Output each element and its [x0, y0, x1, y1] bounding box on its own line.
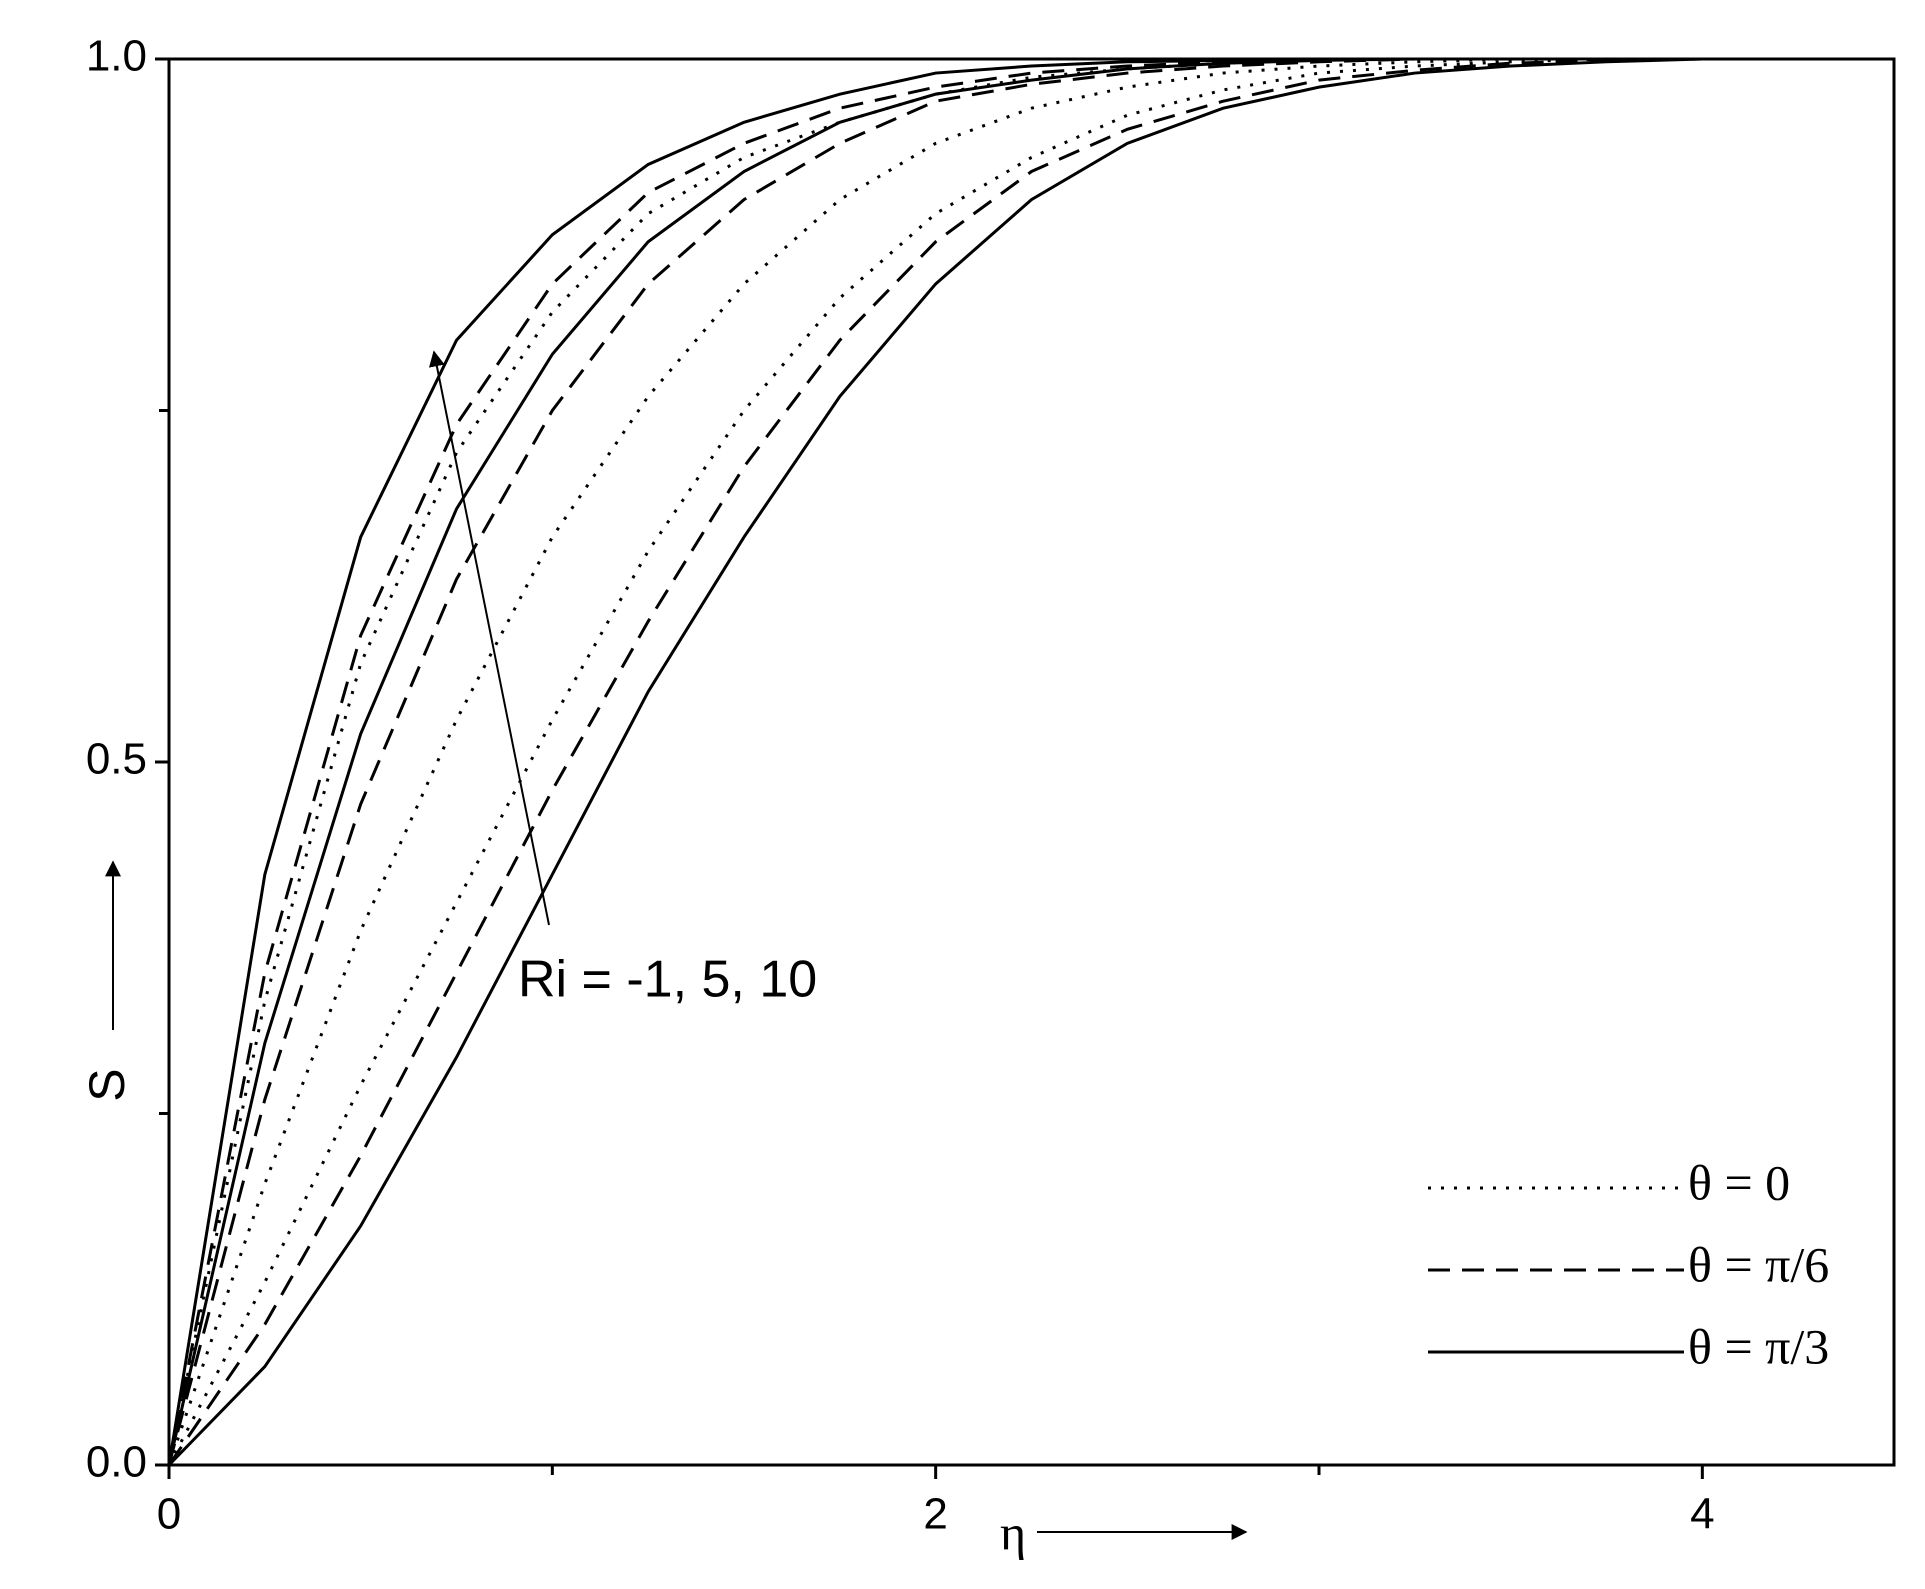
y-axis-label: S — [79, 1068, 135, 1101]
annotation-arrow — [428, 350, 550, 926]
curve — [167, 57, 1894, 1466]
legend-label: θ = π/3 — [1688, 1318, 1829, 1374]
curve — [167, 57, 1894, 1466]
y-tick-label: 1.0 — [86, 32, 147, 81]
y-tick-label: 0.5 — [86, 735, 147, 784]
curve — [167, 57, 1894, 1466]
curve — [167, 57, 1894, 1466]
curve — [167, 57, 1894, 1466]
x-axis-label: η — [1000, 1504, 1026, 1560]
curve — [167, 57, 1894, 1466]
curve — [167, 57, 1894, 1467]
x-tick-label: 0 — [157, 1490, 181, 1539]
legend-label: θ = π/6 — [1688, 1236, 1829, 1292]
curve — [167, 57, 1894, 1466]
annotation: Ri = -1, 5, 10 — [518, 951, 817, 1009]
x-tick-label: 2 — [923, 1490, 947, 1539]
curve — [167, 57, 1894, 1466]
legend-label: θ = 0 — [1688, 1154, 1790, 1210]
plot-frame — [167, 57, 1896, 1467]
y-tick-label: 0.0 — [86, 1438, 147, 1487]
x-tick-label: 4 — [1690, 1490, 1714, 1539]
